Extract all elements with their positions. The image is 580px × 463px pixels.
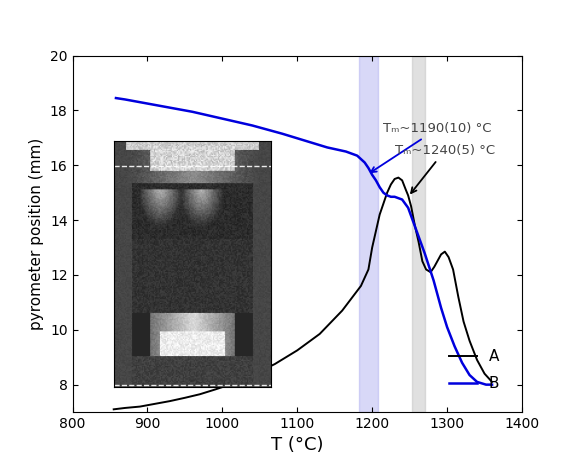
X-axis label: T (°C): T (°C) xyxy=(271,437,324,455)
Text: Tₘ~1190(10) °C: Tₘ~1190(10) °C xyxy=(371,122,492,172)
Legend: A, B: A, B xyxy=(443,343,505,397)
Bar xyxy=(359,56,378,412)
Y-axis label: pyrometer position (mm): pyrometer position (mm) xyxy=(30,138,44,330)
Text: Tₘ~1240(5) °C: Tₘ~1240(5) °C xyxy=(394,144,495,193)
Bar xyxy=(412,56,425,412)
